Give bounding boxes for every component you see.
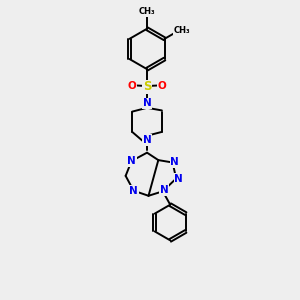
Text: N: N: [160, 185, 169, 195]
Text: N: N: [143, 135, 152, 145]
Text: N: N: [175, 173, 183, 184]
Text: CH₃: CH₃: [139, 7, 155, 16]
Text: CH₃: CH₃: [174, 26, 190, 35]
Text: N: N: [143, 98, 152, 108]
Text: N: N: [170, 158, 179, 167]
Text: S: S: [143, 80, 151, 94]
Text: N: N: [129, 186, 138, 196]
Text: O: O: [158, 80, 166, 91]
Text: O: O: [128, 80, 136, 91]
Text: N: N: [127, 156, 136, 166]
